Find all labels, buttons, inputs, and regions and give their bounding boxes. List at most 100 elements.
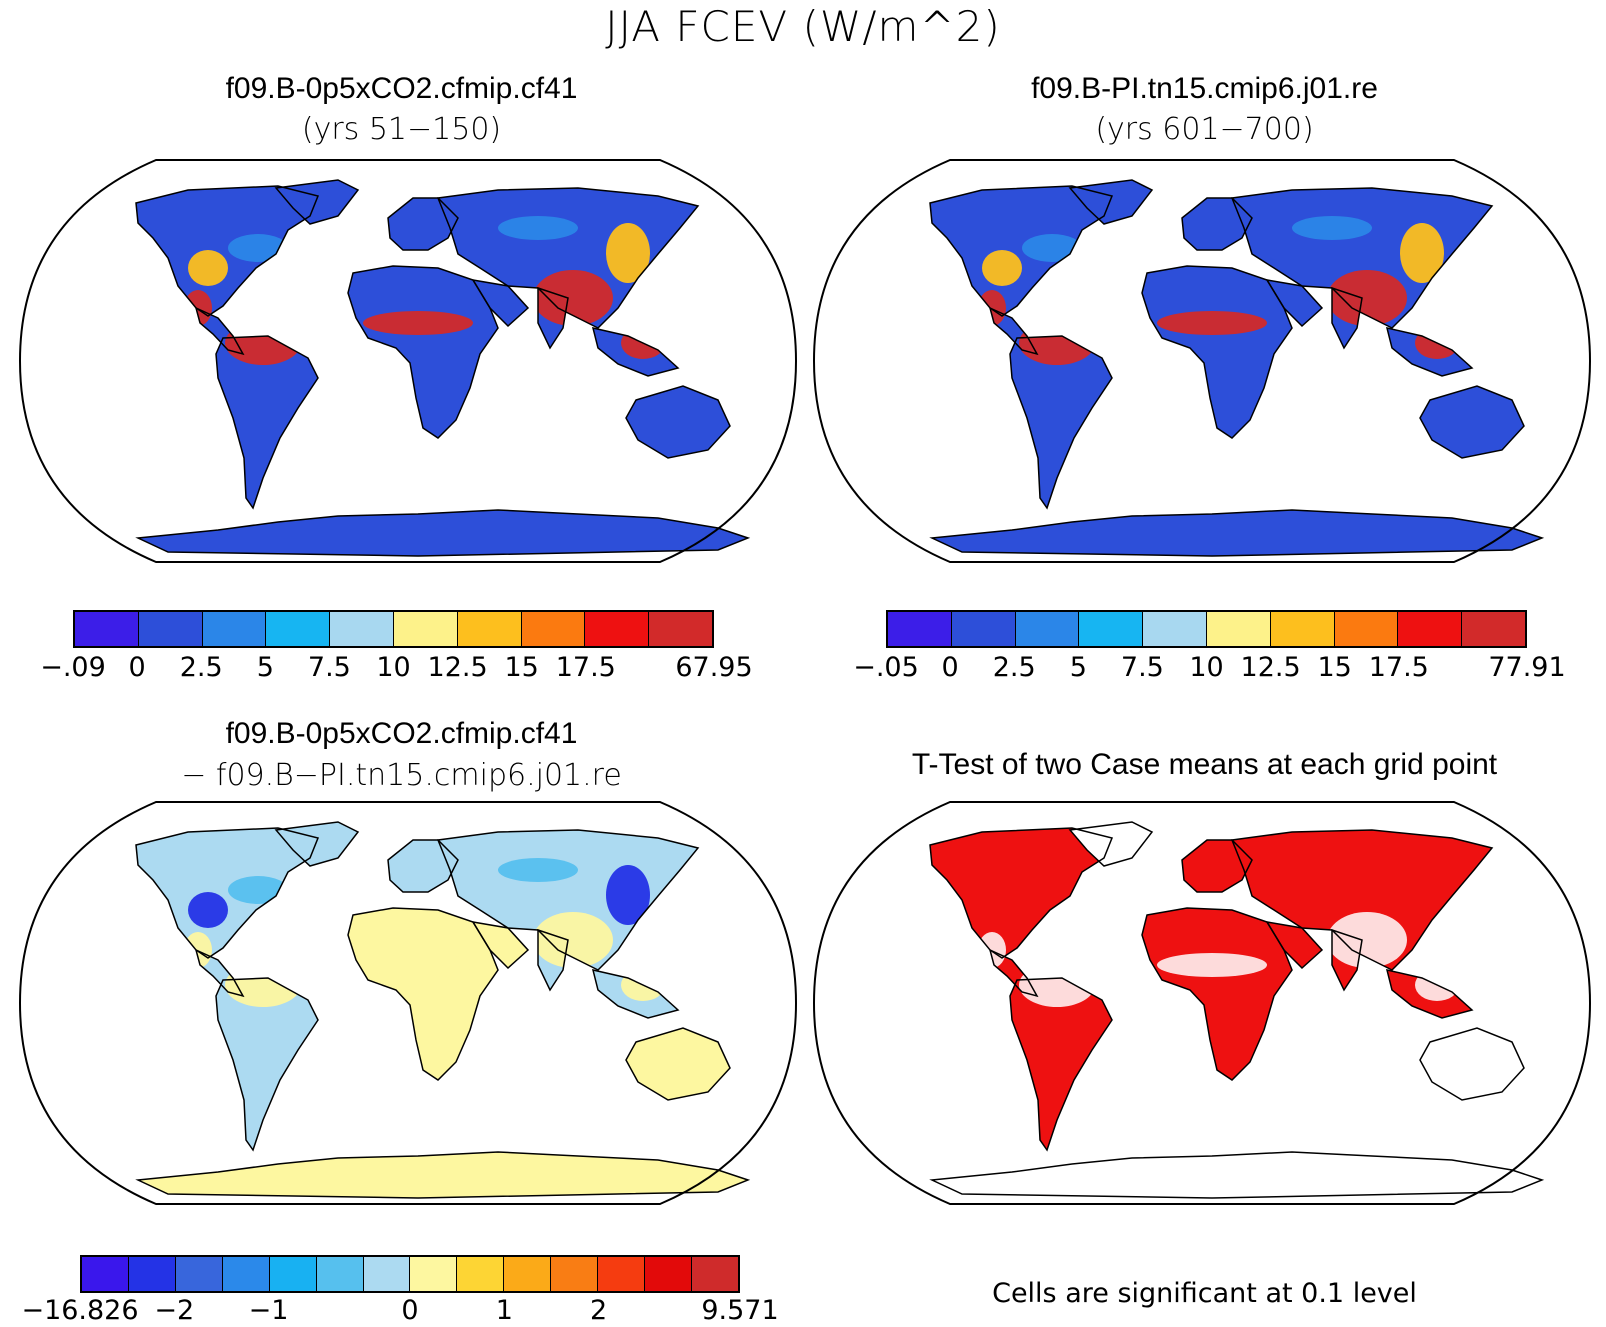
colorbar-cell: [175, 1257, 223, 1291]
colorbar-3: [80, 1255, 740, 1293]
coastline: [1181, 839, 1253, 893]
coastline: [135, 827, 320, 959]
coastline: [1265, 920, 1324, 970]
map-panel-4: [812, 800, 1592, 1206]
colorbar-cell: [691, 1257, 738, 1291]
colorbar-1-labels: −.09 0 2.5 5 7.5 10 12.5 15 17.5 67.95: [40, 652, 752, 683]
colorbar-tick-label: 9.571: [701, 1295, 779, 1326]
land-antarctica: [138, 1152, 748, 1198]
field-patch: [978, 932, 1006, 968]
coastline: [215, 977, 319, 1152]
coastline: [135, 509, 751, 557]
colorbar-cell: [598, 1257, 646, 1291]
coastline: [194, 948, 245, 998]
colorbar-cell: [1462, 612, 1525, 646]
coastline: [194, 306, 245, 356]
colorbar-cell: [457, 612, 522, 646]
coastline: [591, 968, 680, 1019]
colorbar-cell: [1015, 612, 1080, 646]
field-patch: [533, 912, 613, 968]
land-namerica: [136, 186, 318, 316]
land-africa: [1142, 266, 1292, 438]
coastline: [929, 827, 1114, 959]
field-patch: [1327, 912, 1407, 968]
colorbar-tick-label: 2.5: [992, 652, 1036, 683]
map-panel-1: [18, 158, 798, 564]
field-patch: [498, 216, 578, 240]
colorbar-tick-label: −.05: [853, 652, 919, 683]
land-samerica: [1010, 978, 1112, 1150]
colorbar-tick-label: 12.5: [427, 652, 488, 683]
land-samerica: [1010, 336, 1112, 508]
colorbar-cell: [330, 612, 394, 646]
land-europe: [388, 840, 458, 892]
field-patch: [1327, 270, 1407, 326]
land-namerica: [930, 186, 1112, 316]
panel2-title: f09.B-PI.tn15.cmip6.j01.re: [1031, 72, 1378, 105]
land-europe: [1182, 198, 1252, 250]
land-antarctica: [932, 1152, 1542, 1198]
coastline: [436, 187, 700, 329]
coastline: [1181, 197, 1253, 251]
colorbar-tick-label: 10: [376, 652, 411, 683]
land-asia: [1232, 830, 1492, 970]
colorbar-tick-label: −16.826: [21, 1295, 139, 1326]
coastline: [1419, 1027, 1525, 1101]
coastline: [274, 179, 360, 225]
land-samerica: [216, 336, 318, 508]
field-patch: [1157, 953, 1267, 977]
coastline: [215, 335, 319, 510]
colorbar-tick-label: 0: [128, 652, 146, 683]
land-namerica: [136, 828, 318, 958]
coastline: [1331, 286, 1363, 350]
coastline: [1009, 977, 1113, 1152]
coastline: [591, 326, 680, 377]
coastline: [1385, 968, 1474, 1019]
panel3-subtitle: − f09.B−PI.tn15.cmip6.j01.re: [181, 758, 622, 793]
colorbar-cell: [649, 612, 712, 646]
colorbar-tick-label: 0: [941, 652, 959, 683]
colorbar-tick-label: 0: [401, 1295, 419, 1326]
colorbar-cell: [128, 1257, 176, 1291]
coastline: [135, 1151, 751, 1199]
colorbar-cell: [269, 1257, 317, 1291]
land-namerica: [930, 828, 1112, 958]
colorbar-3-labels: −16.826 −2 −1 0 1 2 9.571: [21, 1295, 778, 1326]
colorbar-cell: [551, 1257, 599, 1291]
field-patch: [228, 234, 288, 262]
land-antarctica: [932, 510, 1542, 556]
coastline: [1009, 335, 1113, 510]
coastline: [537, 286, 569, 350]
coastline: [347, 265, 499, 439]
coastline: [135, 185, 320, 317]
significance-note: Cells are significant at 0.1 level: [992, 1278, 1417, 1309]
map-frame: [18, 159, 798, 563]
land-arabia: [473, 280, 528, 326]
field-patch: [1400, 223, 1444, 283]
coastline: [1230, 187, 1494, 329]
colorbar-cell: [138, 612, 203, 646]
colorbar-tick-label: 7.5: [1120, 652, 1164, 683]
coastline: [988, 306, 1039, 356]
map-panel-3: [18, 800, 798, 1206]
colorbar-cell: [1079, 612, 1144, 646]
coastline: [988, 948, 1039, 998]
colorbar-cell: [585, 612, 650, 646]
coastline: [625, 385, 731, 459]
coastline: [471, 278, 530, 328]
field-patch: [363, 311, 473, 335]
colorbar-tick-label: 12.5: [1240, 652, 1301, 683]
coastline: [1141, 265, 1293, 439]
coastline: [1068, 179, 1154, 225]
world-map: [18, 801, 798, 1205]
map-frame: [812, 801, 1592, 1205]
colorbar-1: [73, 610, 714, 648]
colorbar-tick-label: −2: [154, 1295, 195, 1326]
colorbar-tick-label: −1: [248, 1295, 289, 1326]
coastline: [1385, 326, 1474, 377]
coastline: [625, 1027, 731, 1101]
colorbar-2-labels: −.05 0 2.5 5 7.5 10 12.5 15 17.5 77.91: [853, 652, 1565, 683]
coastline: [347, 907, 499, 1081]
land-australia: [1420, 386, 1524, 458]
panel3-title: f09.B-0p5xCO2.cfmip.cf41: [225, 717, 578, 750]
